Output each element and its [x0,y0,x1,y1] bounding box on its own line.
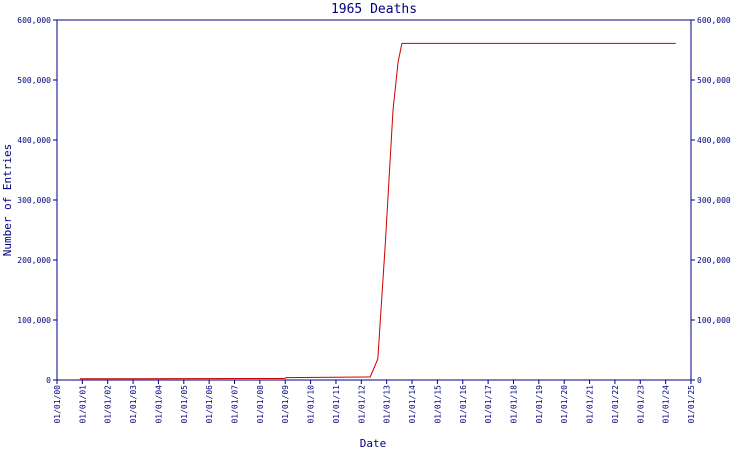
x-tick-label: 01/01/24 [662,385,671,424]
y-tick-label: 600,000 [17,16,51,25]
x-tick-label: 01/01/15 [433,385,442,424]
chart-title: 1965 Deaths [331,2,417,17]
y2-tick-label: 100,000 [697,316,731,325]
y2-tick-label: 600,000 [697,16,731,25]
x-tick-label: 01/01/25 [687,385,696,424]
x-tick-label: 01/01/07 [231,385,240,424]
x-tick-label: 01/01/18 [509,385,518,424]
x-tick-label: 01/01/19 [535,385,544,424]
data-line [79,42,676,380]
x-tick-label: 01/01/21 [586,385,595,424]
x-tick-label: 01/01/00 [53,385,62,424]
y2-tick-label: 400,000 [697,136,731,145]
y-tick-label: 300,000 [17,196,51,205]
x-tick-label: 01/01/05 [180,385,189,424]
x-tick-label: 01/01/11 [332,385,341,424]
x-tick-label: 01/01/09 [281,385,290,424]
x-tick-label: 01/01/16 [459,385,468,424]
y2-tick-label: 300,000 [697,196,731,205]
y-tick-label: 0 [46,376,51,385]
x-tick-label: 01/01/20 [560,385,569,424]
y2-tick-label: 0 [697,376,702,385]
x-tick-label: 01/01/08 [256,385,265,424]
x-tick-label: 01/01/12 [357,385,366,424]
x-tick-label: 01/01/04 [154,385,163,424]
x-tick-label: 01/01/01 [78,385,87,424]
x-tick-label: 01/01/22 [611,385,620,424]
plot-frame [56,19,692,381]
y-axis-label: Number of Entries [1,144,14,257]
y-tick-label: 200,000 [17,256,51,265]
y-tick-label: 100,000 [17,316,51,325]
x-tick-label: 01/01/10 [307,385,316,424]
y-tick-label: 500,000 [17,76,51,85]
y2-tick-label: 500,000 [697,76,731,85]
x-tick-label: 01/01/02 [104,385,113,424]
x-tick-label: 01/01/06 [205,385,214,424]
x-tick-label: 01/01/13 [383,385,392,424]
x-axis-label: Date [360,437,387,450]
x-tick-label: 01/01/23 [636,385,645,424]
y2-tick-label: 200,000 [697,256,731,265]
x-tick-label: 01/01/17 [484,385,493,424]
x-tick-label: 01/01/14 [408,385,417,424]
x-tick-label: 01/01/03 [129,385,138,424]
y-tick-label: 400,000 [17,136,51,145]
